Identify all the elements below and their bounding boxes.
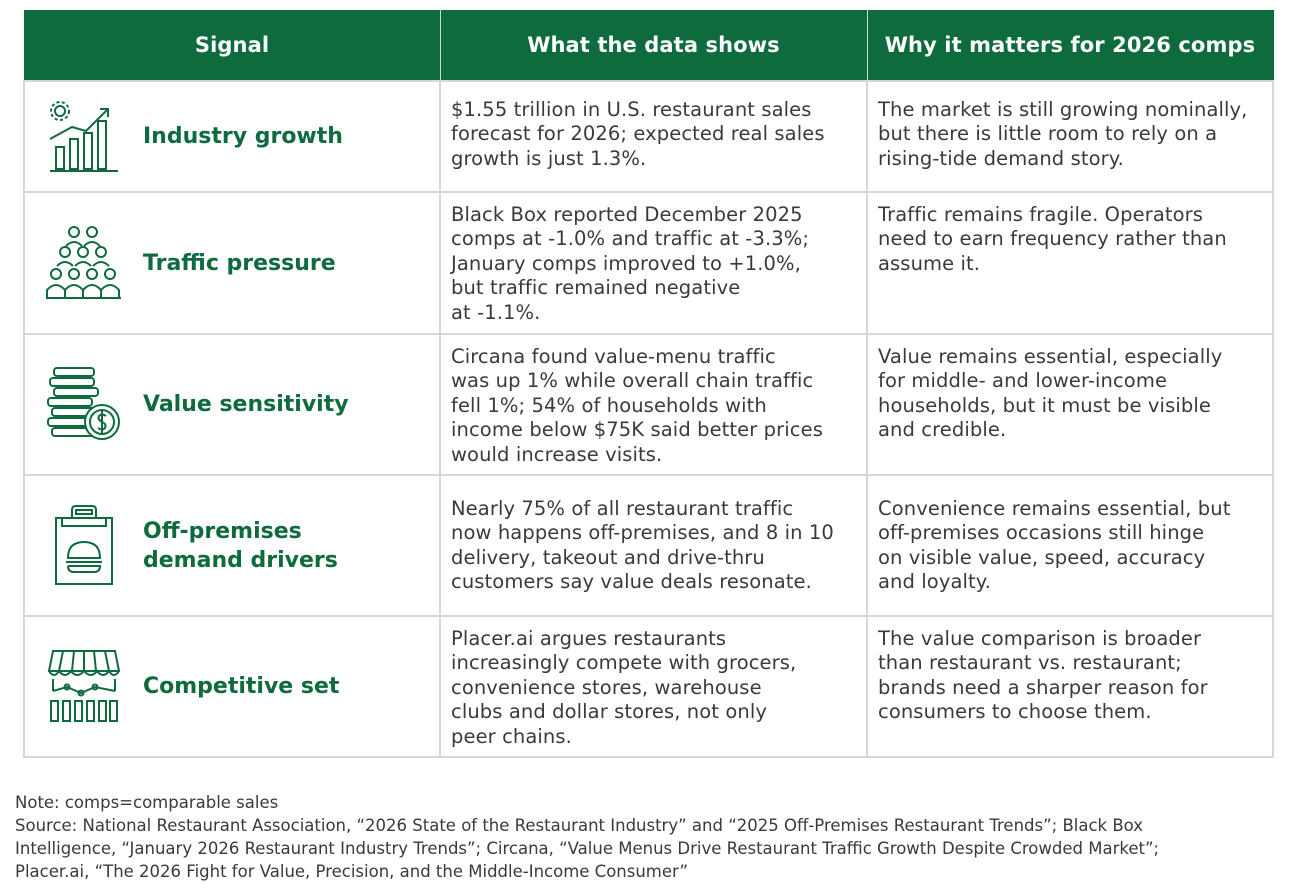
text-line: January comps improved to +1.0%, [451,251,801,275]
text-line: need to earn frequency rather than [878,227,1227,251]
text-line: comps at -1.0% and traffic at -3.3%; [451,227,810,251]
text-line: Traffic remains fragile. Operators [878,203,1204,226]
text-line: rising-tide demand story. [878,146,1124,170]
data-cell: Placer.ai argues restaurants increasingl… [439,615,868,758]
data-cell: Nearly 75% of all restaurant traffic now… [439,474,868,617]
text-line: at -1.1%. [451,300,541,324]
text-line: forecast for 2026; expected real sales [451,122,825,146]
footnotes: Note: comps=comparable sales Source: Nat… [15,791,1285,883]
text-line: clubs and dollar stores, not only [451,700,767,724]
why-cell: Value remains essential, especially for … [866,333,1274,476]
text-line: brands need a sharper reason for [878,675,1208,699]
source-line: Intelligence, “January 2026 Restaurant I… [15,839,1160,858]
signal-label-line: Off-premises [143,518,302,544]
text-line: Circana found value-menu traffic [451,345,776,368]
text-line: The value comparison is broader [878,627,1202,650]
signal-label-line: demand drivers [143,547,338,573]
signal-label: Competitive set [143,674,340,699]
text-line: convenience stores, warehouse [451,675,762,699]
text-line: on visible value, speed, accuracy [878,545,1206,569]
text-line: would increase visits. [451,442,663,466]
text-line: $1.55 trillion in U.S. restaurant sales [451,98,812,121]
text-line: but there is little room to rely on a [878,122,1218,146]
text-line: for middle- and lower-income [878,369,1168,393]
data-cell: Circana found value-menu traffic was up … [439,333,868,476]
signal-label: Industry growth [143,124,343,149]
text-line: delivery, takeout and drive-thru [451,545,765,569]
text-line: increasingly compete with grocers, [451,651,797,675]
source-line: Placer.ai, “The 2026 Fight for Value, Pr… [15,862,689,881]
text-line: fell 1%; 54% of households with [451,393,767,417]
text-line: Value remains essential, especially [878,345,1223,368]
signal-cell: Industry growth [23,80,441,193]
text-line: than restaurant vs. restaurant; [878,651,1182,675]
text-line: and credible. [878,418,1007,442]
signals-table: Signal What the data shows Why it matter… [23,10,1274,758]
signal-cell: Traffic pressure [23,191,441,335]
table-row: Traffic pressure Black Box reported Dece… [23,191,1274,335]
signal-cell: Competitive set [23,615,441,758]
signal-label: Traffic pressure [143,250,336,276]
header-what-data-shows: What the data shows [439,10,868,82]
text-line: off-premises occasions still hinge [878,521,1205,545]
text-line: growth is just 1.3%. [451,146,647,170]
why-cell: Convenience remains essential, but off-p… [866,474,1274,617]
table-header-row: Signal What the data shows Why it matter… [23,10,1274,82]
text-line: assume it. [878,251,981,275]
why-cell: Traffic remains fragile. Operators need … [866,191,1274,335]
table-row: Industry growth $1.55 trillion in U.S. r… [23,80,1274,193]
text-line: consumers to choose them. [878,700,1152,724]
takeout-bag-icon [41,504,127,586]
text-line: Convenience remains essential, but [878,497,1231,520]
source-line: Source: National Restaurant Association,… [15,816,1144,835]
header-signal: Signal [23,10,441,82]
data-cell: $1.55 trillion in U.S. restaurant sales … [439,80,868,193]
text-line: income below $75K said better prices [451,418,823,442]
text-line: and loyalty. [878,570,991,594]
signals-table-container: Signal What the data shows Why it matter… [23,10,1274,758]
growth-chart-icon [41,97,127,177]
text-line: Nearly 75% of all restaurant traffic [451,497,794,520]
text-line: peer chains. [451,724,572,748]
people-crowd-icon [41,223,127,303]
signal-cell: Off-premises demand drivers [23,474,441,617]
text-line: Black Box reported December 2025 [451,203,803,226]
text-line: but traffic remained negative [451,276,741,300]
why-cell: The value comparison is broader than res… [866,615,1274,758]
text-line: customers say value deals resonate. [451,570,812,594]
data-cell: Black Box reported December 2025 comps a… [439,191,868,335]
signal-label: Value sensitivity [143,392,349,417]
text-line: households, but it must be visible [878,393,1211,417]
signal-label: Off-premises demand drivers [143,517,338,575]
table-row: Off-premises demand drivers Nearly 75% o… [23,474,1274,617]
storefront-icon [41,647,127,727]
text-line: now happens off-premises, and 8 in 10 [451,521,834,545]
text-line: Placer.ai argues restaurants [451,627,727,650]
table-row: Competitive set Placer.ai argues restaur… [23,615,1274,758]
signal-cell: Value sensitivity [23,333,441,476]
note-text: Note: comps=comparable sales [15,793,279,812]
text-line: was up 1% while overall chain traffic [451,369,814,393]
why-cell: The market is still growing nominally, b… [866,80,1274,193]
coin-stack-icon [41,365,127,445]
header-why-it-matters: Why it matters for 2026 comps [866,10,1274,82]
table-row: Value sensitivity Circana found value-me… [23,333,1274,476]
text-line: The market is still growing nominally, [878,98,1248,121]
